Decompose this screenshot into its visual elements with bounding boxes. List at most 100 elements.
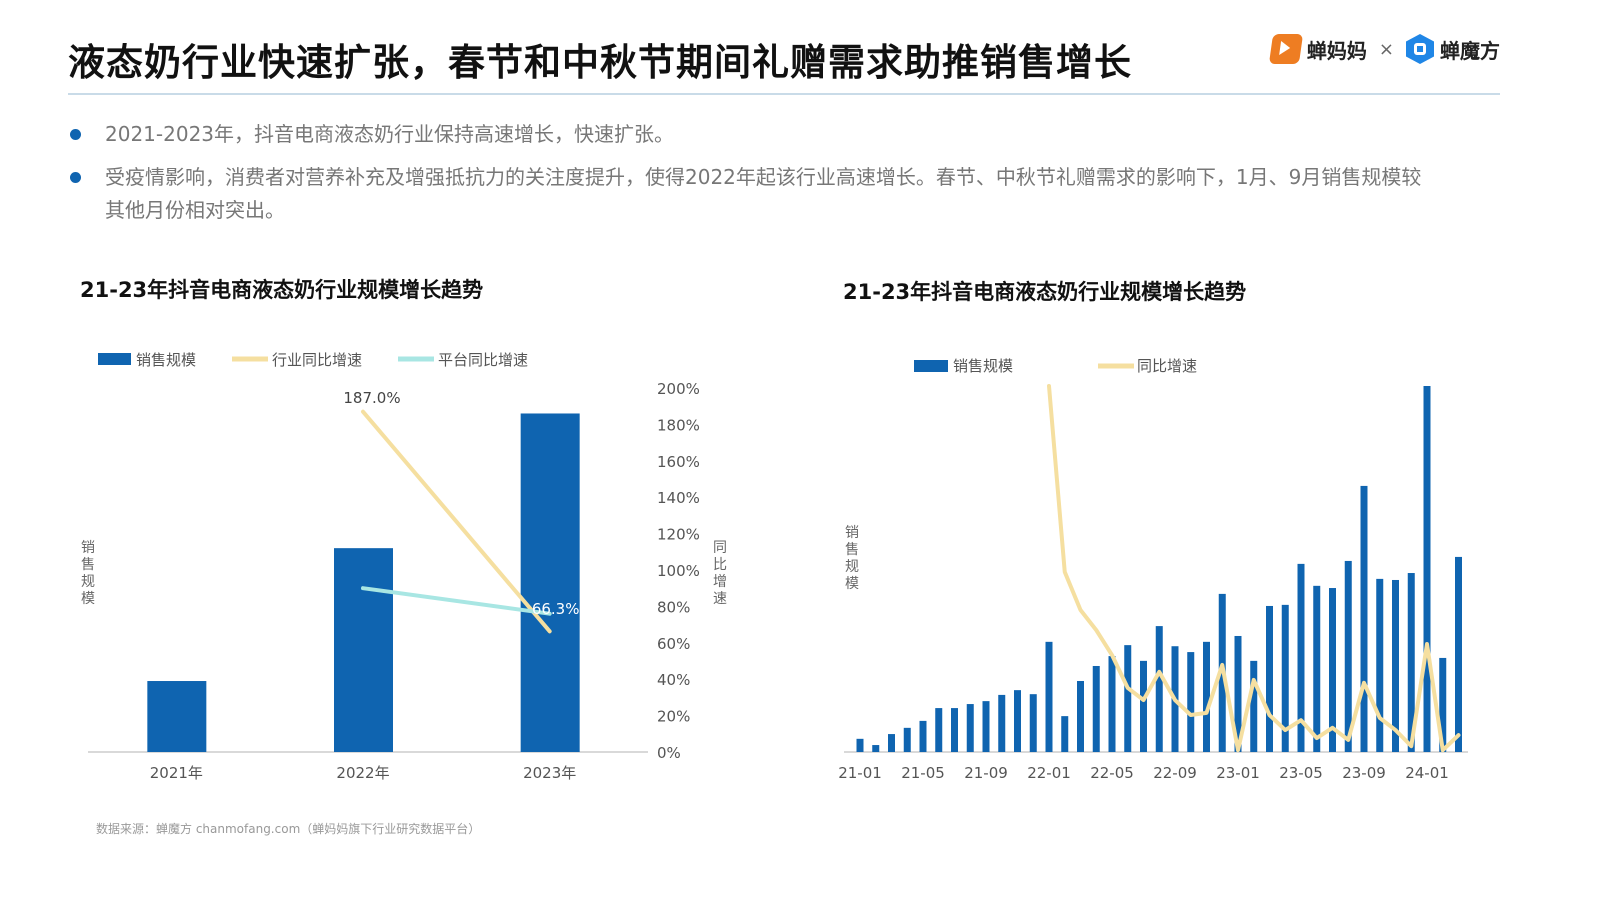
bar-22-06 xyxy=(1124,645,1132,752)
legend-label: 销售规模 xyxy=(136,351,196,369)
x-tick-label: 23-01 xyxy=(1216,764,1260,782)
bar-23-10 xyxy=(1376,578,1384,752)
y-axis-label-char: 售 xyxy=(81,557,95,573)
bar-23-06 xyxy=(1313,585,1321,752)
bar-22-11 xyxy=(1203,641,1210,752)
bar-23-08 xyxy=(1344,560,1352,752)
bar-21-10 xyxy=(998,694,1006,752)
bar-21-11 xyxy=(1014,690,1021,752)
bullet-text: 2021-2023年，抖音电商液态奶行业保持高速增长，快速扩张。 xyxy=(105,122,675,146)
y2-tick-label: 20% xyxy=(657,708,690,726)
header-divider xyxy=(68,93,1500,95)
bar-21-06 xyxy=(935,708,943,752)
y2-tick-label: 200% xyxy=(657,380,700,398)
bar-23-05 xyxy=(1297,563,1305,752)
bar-21-04 xyxy=(903,727,911,752)
chart-left-title: 21-23年抖音电商液态奶行业规模增长趋势 xyxy=(80,278,484,302)
y2-tick-label: 100% xyxy=(657,562,700,580)
bar-22-04 xyxy=(1092,665,1100,752)
bar-23-12 xyxy=(1407,573,1415,752)
y-axis-label-char: 销 xyxy=(81,540,95,556)
bar-2023年 xyxy=(520,413,580,752)
legend-label: 同比增速 xyxy=(1137,357,1197,375)
page-title: 液态奶行业快速扩张，春节和中秋节期间礼赠需求助推销售增长 xyxy=(68,41,1132,84)
y-axis-label-char: 售 xyxy=(845,542,859,558)
bullet-item: 受疫情影响，消费者对营养补充及增强抵抗力的关注度提升，使得2022年起该行业高速… xyxy=(68,161,1428,227)
bar-21-07 xyxy=(951,708,958,752)
logo-right-text: 蝉魔方 xyxy=(1440,38,1500,63)
logo-separator: × xyxy=(1378,38,1394,60)
bar-21-02 xyxy=(872,745,880,752)
summary-bullets: 2021-2023年，抖音电商液态奶行业保持高速增长，快速扩张。 受疫情影响，消… xyxy=(68,118,1428,237)
bullet-text: 受疫情影响，消费者对营养补充及增强抵抗力的关注度提升，使得2022年起该行业高速… xyxy=(105,165,1422,222)
legend-swatch-sales xyxy=(914,360,948,372)
y2-tick-label: 120% xyxy=(657,526,700,544)
bar-23-03 xyxy=(1266,605,1273,752)
annual-growth-chart: 销售规模 行业同比增速 平台同比增速销售规模同比增速0%20%40%60%80%10… xyxy=(81,351,727,782)
y-axis-label-char: 规 xyxy=(81,574,95,590)
bar-24-03 xyxy=(1455,556,1462,752)
line-平台同比增速 xyxy=(361,586,552,616)
bar-21-08 xyxy=(966,704,974,752)
bar-23-09 xyxy=(1360,485,1368,752)
brand-logos: 蝉妈妈 × 蝉魔方 xyxy=(1268,34,1500,64)
y2-tick-label: 160% xyxy=(657,453,700,471)
y2-tick-label: 60% xyxy=(657,635,690,653)
bar-2021年 xyxy=(147,681,207,752)
y2-tick-label: 40% xyxy=(657,671,690,689)
x-tick-label: 21-01 xyxy=(838,764,882,782)
bar-23-07 xyxy=(1329,588,1336,752)
chanmofang-logo-icon xyxy=(1406,34,1434,64)
bar-23-04 xyxy=(1281,604,1289,752)
y2-axis-label-char: 速 xyxy=(713,591,727,607)
x-tick-label: 23-09 xyxy=(1342,764,1386,782)
x-tick-label: 22-01 xyxy=(1027,764,1071,782)
bar-22-05 xyxy=(1108,656,1116,752)
logo-left-text: 蝉妈妈 xyxy=(1306,38,1367,63)
bar-22-07 xyxy=(1140,660,1147,752)
x-tick-label: 21-09 xyxy=(964,764,1008,782)
x-tick-label: 2021年 xyxy=(150,764,203,782)
y2-tick-label: 180% xyxy=(657,416,700,434)
x-tick-label: 2022年 xyxy=(336,764,389,782)
x-tick-label: 22-09 xyxy=(1153,764,1197,782)
bar-21-12 xyxy=(1029,694,1037,752)
bullet-item: 2021-2023年，抖音电商液态奶行业保持高速增长，快速扩张。 xyxy=(68,118,1428,151)
y2-axis-label-char: 增 xyxy=(713,574,727,590)
y-axis-label-char: 销 xyxy=(845,525,859,541)
y2-axis-label-char: 比 xyxy=(713,557,727,573)
data-label-2022: 187.0% xyxy=(343,389,400,407)
x-tick-label: 23-05 xyxy=(1279,764,1323,782)
bullet-dot-icon xyxy=(70,172,81,183)
bar-22-02 xyxy=(1061,716,1069,752)
bar-21-05 xyxy=(919,720,927,752)
y2-tick-label: 0% xyxy=(657,744,681,762)
bar-22-10 xyxy=(1187,652,1195,752)
x-tick-label: 24-01 xyxy=(1405,764,1449,782)
data-source-note: 数据来源：蝉魔方 chanmofang.com（蝉妈妈旗下行业研究数据平台） xyxy=(96,822,481,836)
bar-22-01 xyxy=(1045,641,1053,752)
y-axis-label-char: 模 xyxy=(845,576,859,592)
bar-23-11 xyxy=(1392,579,1399,752)
line-行业同比增速 xyxy=(361,409,552,634)
bar-21-01 xyxy=(856,738,864,752)
bar-24-02 xyxy=(1439,657,1447,752)
bar-21-03 xyxy=(888,734,895,752)
x-tick-label: 21-05 xyxy=(901,764,945,782)
y2-tick-label: 140% xyxy=(657,489,700,507)
legend-label: 行业同比增速 xyxy=(272,351,362,369)
legend-swatch-sales xyxy=(98,353,131,365)
bar-22-08 xyxy=(1155,626,1163,752)
x-tick-label: 22-05 xyxy=(1090,764,1134,782)
legend-label: 销售规模 xyxy=(953,357,1013,375)
bar-2022年 xyxy=(334,548,393,752)
bar-24-01 xyxy=(1423,386,1431,752)
y2-tick-label: 80% xyxy=(657,598,690,616)
bar-21-09 xyxy=(982,701,990,752)
legend-label: 平台同比增速 xyxy=(438,351,528,369)
y-axis-label-char: 模 xyxy=(81,591,95,607)
y2-axis-label-char: 同 xyxy=(713,540,727,556)
bar-22-03 xyxy=(1077,680,1084,752)
chart-right-title: 21-23年抖音电商液态奶行业规模增长趋势 xyxy=(843,280,1247,304)
